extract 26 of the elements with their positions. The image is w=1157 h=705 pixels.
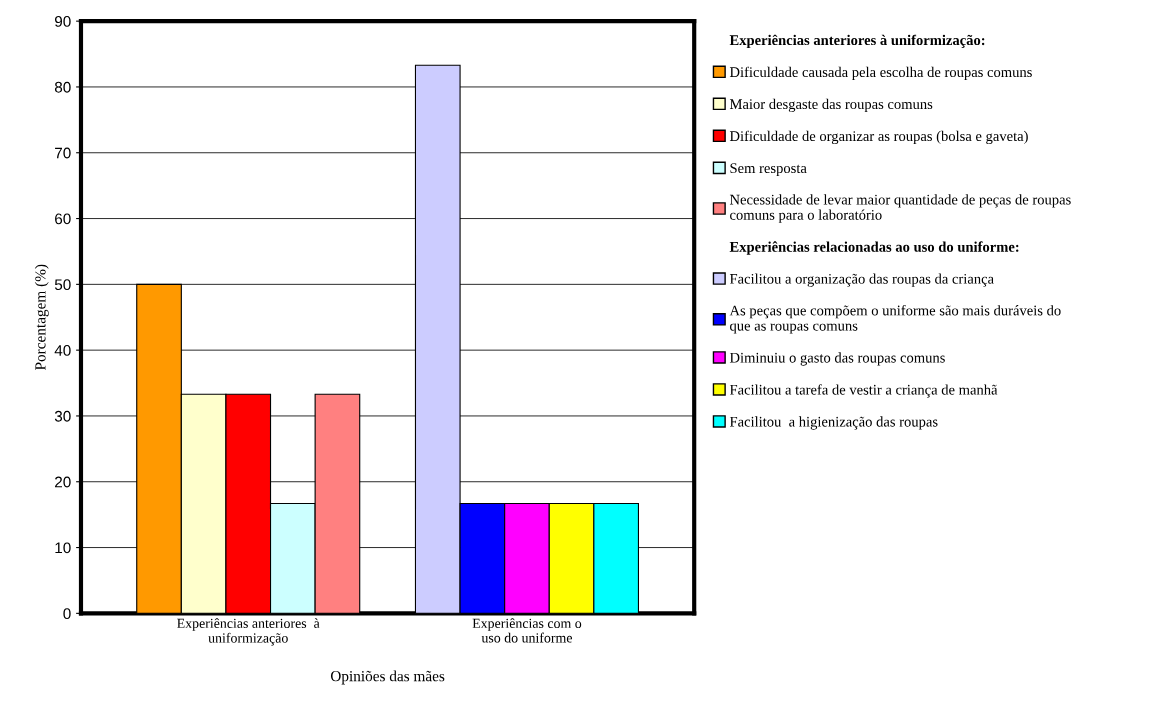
y-tick-label: 90 — [54, 16, 71, 27]
y-axis-title: Porcentagem (%) — [34, 264, 49, 371]
x-tick-label: Experiências anteriores à uniformização — [177, 618, 320, 646]
x-axis-title: Opiniões das mães — [330, 670, 445, 685]
legend-label: Maior desgaste das roupas comuns — [729, 98, 933, 113]
x-tick-label: Experiências com o uso do uniforme — [472, 618, 582, 643]
y-tick-label: 80 — [54, 81, 71, 93]
text: Experiências anteriores à uniformização: — [729, 34, 985, 49]
y-tick-label: 50 — [54, 279, 71, 291]
y-tick-label: 40 — [54, 345, 71, 356]
y-tick-label: 20 — [55, 476, 71, 488]
legend-label: Facilitou a organização das roupas da criança — [729, 273, 994, 287]
y-tick-label: 0 — [63, 608, 71, 620]
legend-label: Diminuiu o gasto das roupas comuns — [729, 352, 945, 366]
legend-label: Dificuldade de organizar as roupas (bolsa e gaveta) — [729, 130, 1028, 145]
legend-label: Dificuldade causada pela escolha de roupas comuns — [729, 66, 1032, 81]
legend-label: Facilitou a tarefa de vestir a criança de manhã — [729, 384, 998, 398]
y-tick-label: 30 — [54, 410, 71, 422]
text: Experiências relacionadas ao uso do uniforme: — [729, 241, 1019, 255]
legend-label: Sem resposta — [730, 163, 807, 177]
legend-label: Facilitou a higienização das roupas — [729, 416, 938, 430]
legend-label: As peças que compõem o uniforme são mais duráveis do que as roupas comuns — [729, 304, 1061, 334]
y-tick-label: 60 — [55, 213, 71, 225]
y-tick-label: 10 — [55, 542, 71, 554]
legend-label: Necessidade de levar maior quantidade de peças de roupas comuns para o laboratório — [729, 194, 1071, 223]
y-tick-label: 70 — [55, 147, 71, 159]
